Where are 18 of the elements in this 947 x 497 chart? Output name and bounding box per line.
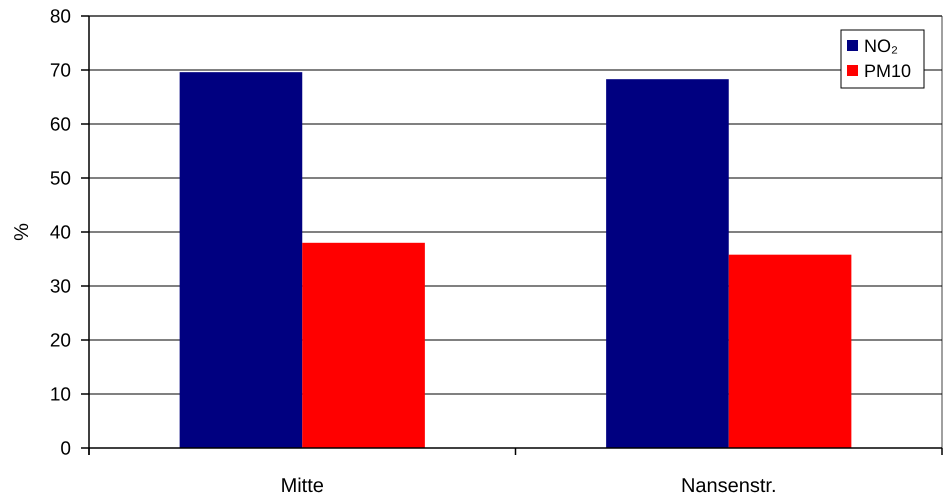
legend-label: NO₂	[864, 36, 898, 56]
y-tick-label: 50	[50, 168, 71, 190]
bar	[302, 242, 425, 448]
bar	[180, 72, 302, 448]
y-tick-label: 30	[50, 276, 71, 298]
bar	[728, 254, 852, 448]
x-tick-label: Mitte	[280, 475, 324, 497]
y-tick-label: 40	[50, 222, 71, 244]
y-tick-label: 10	[50, 384, 71, 406]
y-tick-label: 70	[50, 60, 71, 82]
bar	[606, 79, 729, 448]
y-tick-label: 60	[50, 114, 71, 136]
y-tick-label: 20	[50, 330, 71, 352]
y-tick-label: 80	[50, 6, 71, 28]
legend-label: PM10	[864, 61, 912, 81]
y-axis-title: %	[11, 222, 33, 241]
x-tick-label: Nansenstr.	[680, 475, 777, 497]
y-tick-label: 0	[60, 438, 71, 460]
